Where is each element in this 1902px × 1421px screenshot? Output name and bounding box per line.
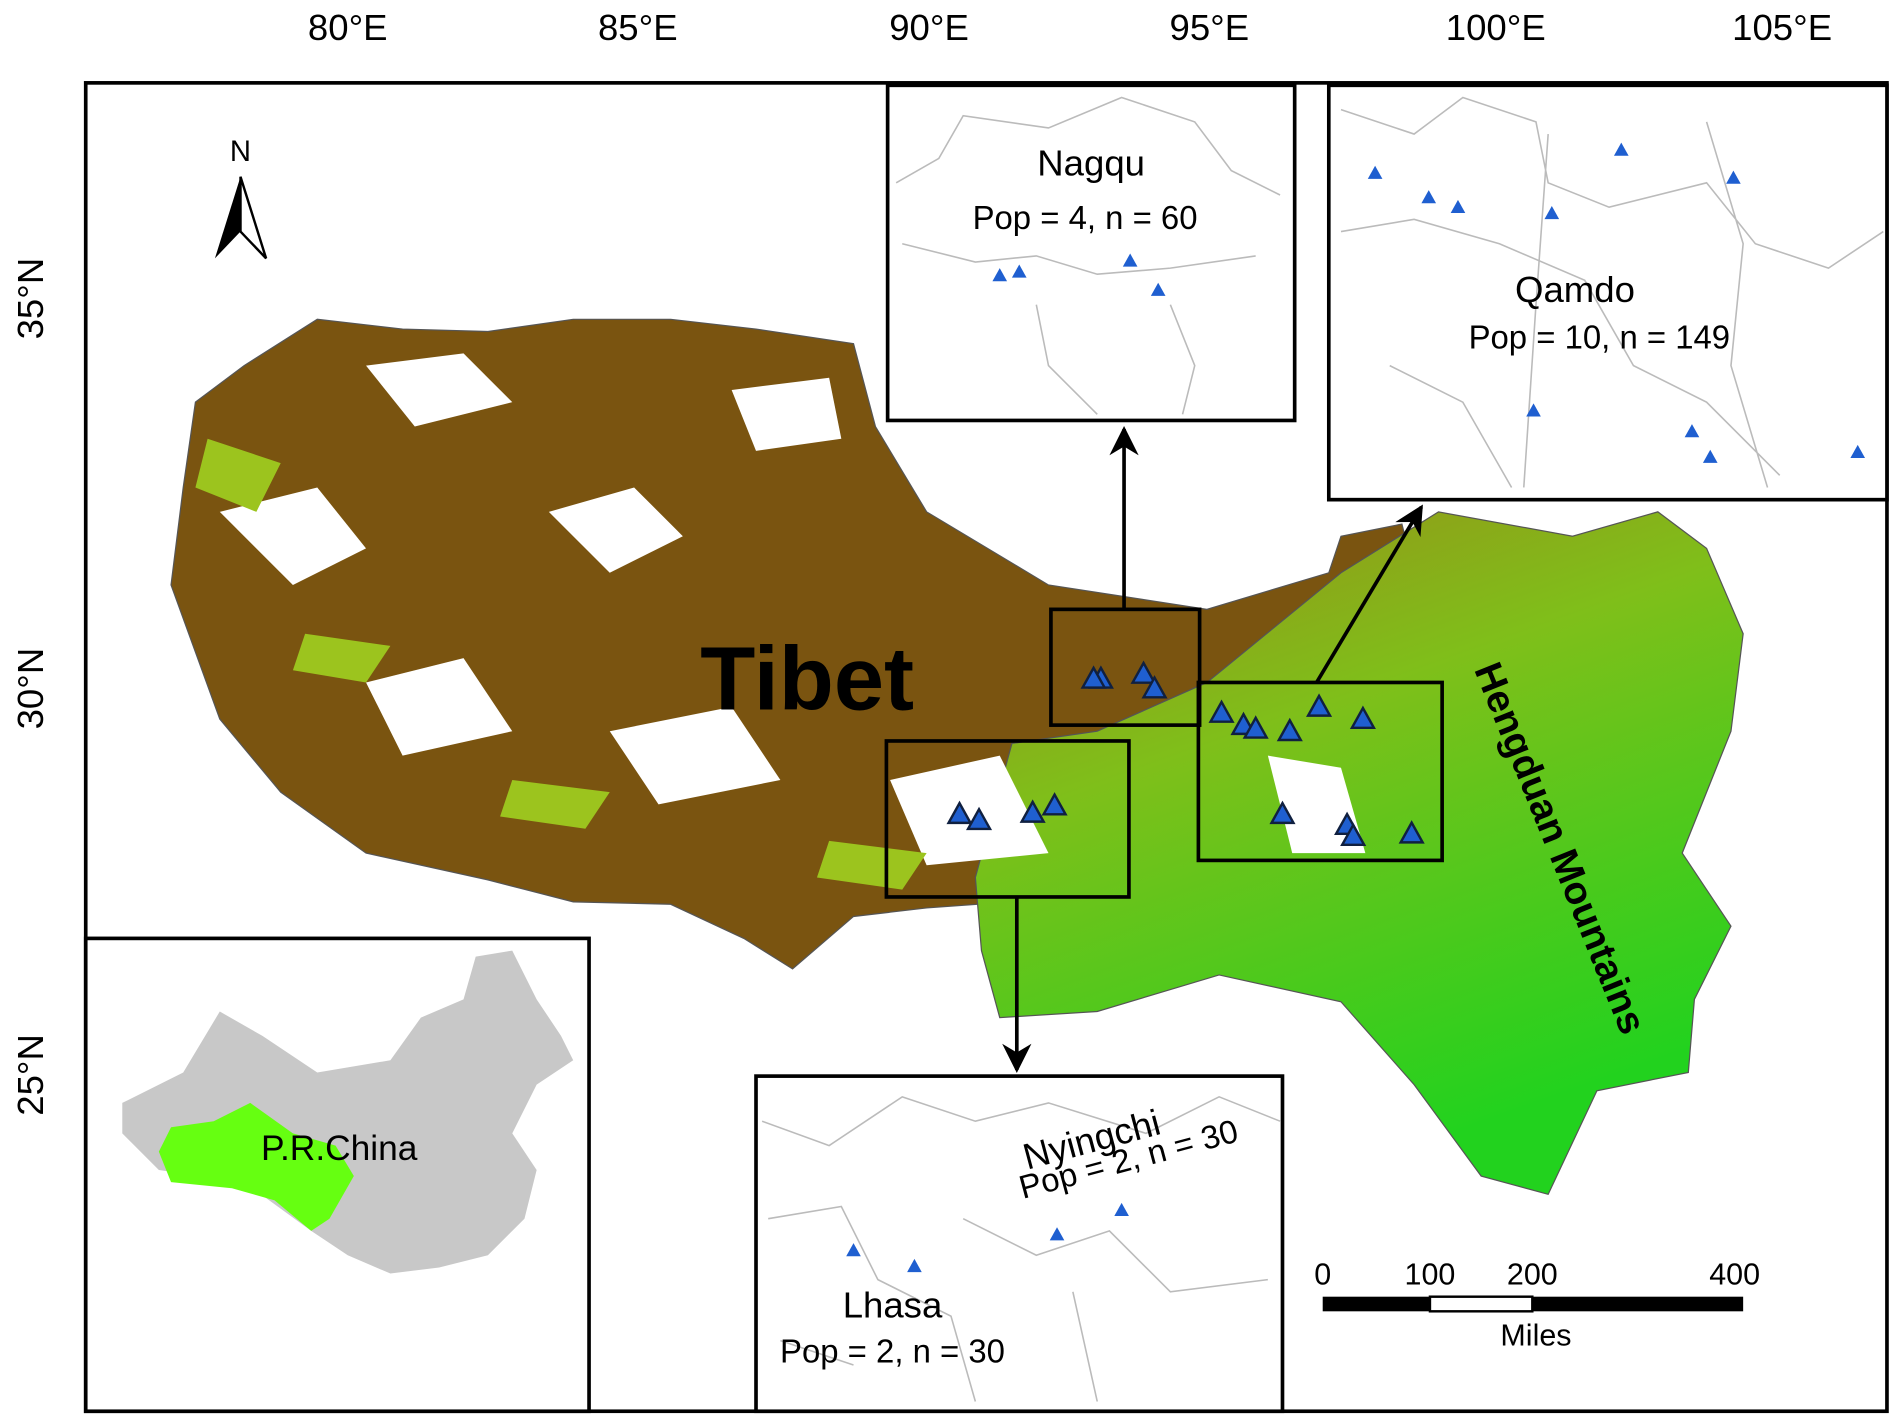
valley	[292, 633, 391, 683]
site-marker	[1114, 1202, 1129, 1217]
lon-label: 80°E	[308, 7, 388, 48]
site-marker	[1080, 665, 1107, 689]
site-marker	[965, 806, 993, 831]
inset-title: Qamdo	[1515, 269, 1635, 310]
site-marker	[992, 268, 1008, 282]
snow	[366, 353, 513, 427]
lon-label: 85°E	[598, 7, 678, 48]
boundary-lines	[761, 1095, 1281, 1402]
lat-label: 35°N	[10, 258, 51, 340]
lon-label: 95°E	[1170, 7, 1250, 48]
latitude-labels: 35°N 30°N 25°N	[10, 258, 51, 1116]
boundary-lines	[895, 96, 1281, 415]
site-marker	[1141, 675, 1168, 699]
north-label: N	[230, 136, 251, 168]
lhasa-inset: Nyingchi Pop = 2, n = 30 Lhasa Pop = 2, …	[754, 1074, 1285, 1414]
snow	[609, 706, 781, 805]
snow	[548, 487, 683, 573]
snow	[890, 755, 1049, 866]
north-arrow: N	[214, 136, 268, 260]
inset-frame	[754, 1074, 1285, 1414]
scale-bar: 0 100 200 400 Miles	[1314, 1258, 1760, 1353]
lhasa-box	[884, 739, 1131, 899]
china-inset: P.R.China	[83, 936, 591, 1414]
arrow	[1315, 504, 1423, 684]
qamdo-box	[1196, 680, 1444, 863]
site-marker	[1122, 253, 1138, 267]
snow-patches	[219, 353, 1366, 866]
site-marker	[1011, 264, 1027, 278]
site-marker	[1367, 165, 1383, 179]
snow	[366, 658, 513, 756]
snow	[731, 377, 842, 451]
region-label: Tibet	[700, 628, 914, 729]
valley	[195, 438, 281, 512]
china-label: P.R.China	[261, 1129, 418, 1168]
site-marker	[1421, 190, 1437, 204]
study-boxes	[884, 426, 1444, 1073]
lat-label: 30°N	[10, 648, 51, 730]
scale-label: 400	[1709, 1258, 1760, 1292]
lat-label: 25°N	[10, 1034, 51, 1116]
site-marker	[1684, 424, 1700, 438]
site-marker	[946, 800, 973, 825]
site-marker	[1613, 142, 1629, 156]
site-marker	[1544, 205, 1560, 220]
site-marker	[1130, 660, 1157, 684]
valley	[816, 840, 927, 890]
site-marker	[907, 1258, 922, 1273]
site-marker	[1850, 444, 1866, 458]
inset-frame	[1326, 83, 1889, 502]
scale-segment	[1428, 1295, 1534, 1313]
site-marker	[1041, 792, 1068, 816]
china-shape	[122, 950, 574, 1274]
qamdo-inset: Qamdo Pop = 10, n = 149	[1326, 83, 1889, 502]
site-marker	[1726, 170, 1741, 184]
sampling-sites	[846, 142, 1866, 1273]
tibet-shape	[158, 1102, 354, 1231]
inset-stats: Pop = 4, n = 60	[973, 199, 1198, 236]
valley	[500, 779, 610, 829]
arrow-half	[239, 176, 268, 260]
site-marker	[1019, 799, 1046, 823]
boundary-lines	[1340, 96, 1884, 488]
site-marker	[1526, 403, 1541, 417]
arrow-half	[214, 176, 241, 259]
lon-label: 90°E	[889, 7, 969, 48]
scale-unit: Miles	[1500, 1318, 1571, 1352]
site-marker	[1398, 820, 1425, 844]
site-marker	[1208, 699, 1235, 723]
site-marker	[1242, 715, 1269, 739]
scale-segment	[1532, 1296, 1744, 1312]
site-marker	[1150, 282, 1166, 296]
site-marker	[1349, 705, 1376, 730]
site-marker	[1702, 449, 1718, 463]
site-marker	[846, 1243, 861, 1257]
valley-patches	[195, 438, 927, 890]
inset-title: Nagqu	[1037, 142, 1145, 183]
inset-stats: Pop = 10, n = 149	[1469, 319, 1731, 356]
site-marker	[1306, 693, 1333, 717]
scale-label: 100	[1405, 1258, 1456, 1292]
lon-label: 105°E	[1732, 7, 1832, 48]
site-marker	[1450, 199, 1466, 214]
site-marker	[1276, 717, 1303, 742]
nagqu-inset: Nagqu Pop = 4, n = 60	[885, 83, 1297, 423]
scale-label: 0	[1314, 1258, 1331, 1292]
inset-stats: Pop = 2, n = 30	[780, 1333, 1005, 1370]
site-marker	[1340, 822, 1367, 847]
lon-label: 100°E	[1446, 7, 1546, 48]
scale-label: 200	[1507, 1258, 1558, 1292]
site-marker	[1049, 1227, 1065, 1241]
inset-title: Lhasa	[843, 1284, 943, 1325]
longitude-labels: 80°E 85°E 90°E 95°E 100°E 105°E	[308, 7, 1832, 48]
scale-segment	[1322, 1296, 1430, 1312]
inset-frame	[885, 83, 1297, 423]
site-marker	[1269, 800, 1296, 825]
